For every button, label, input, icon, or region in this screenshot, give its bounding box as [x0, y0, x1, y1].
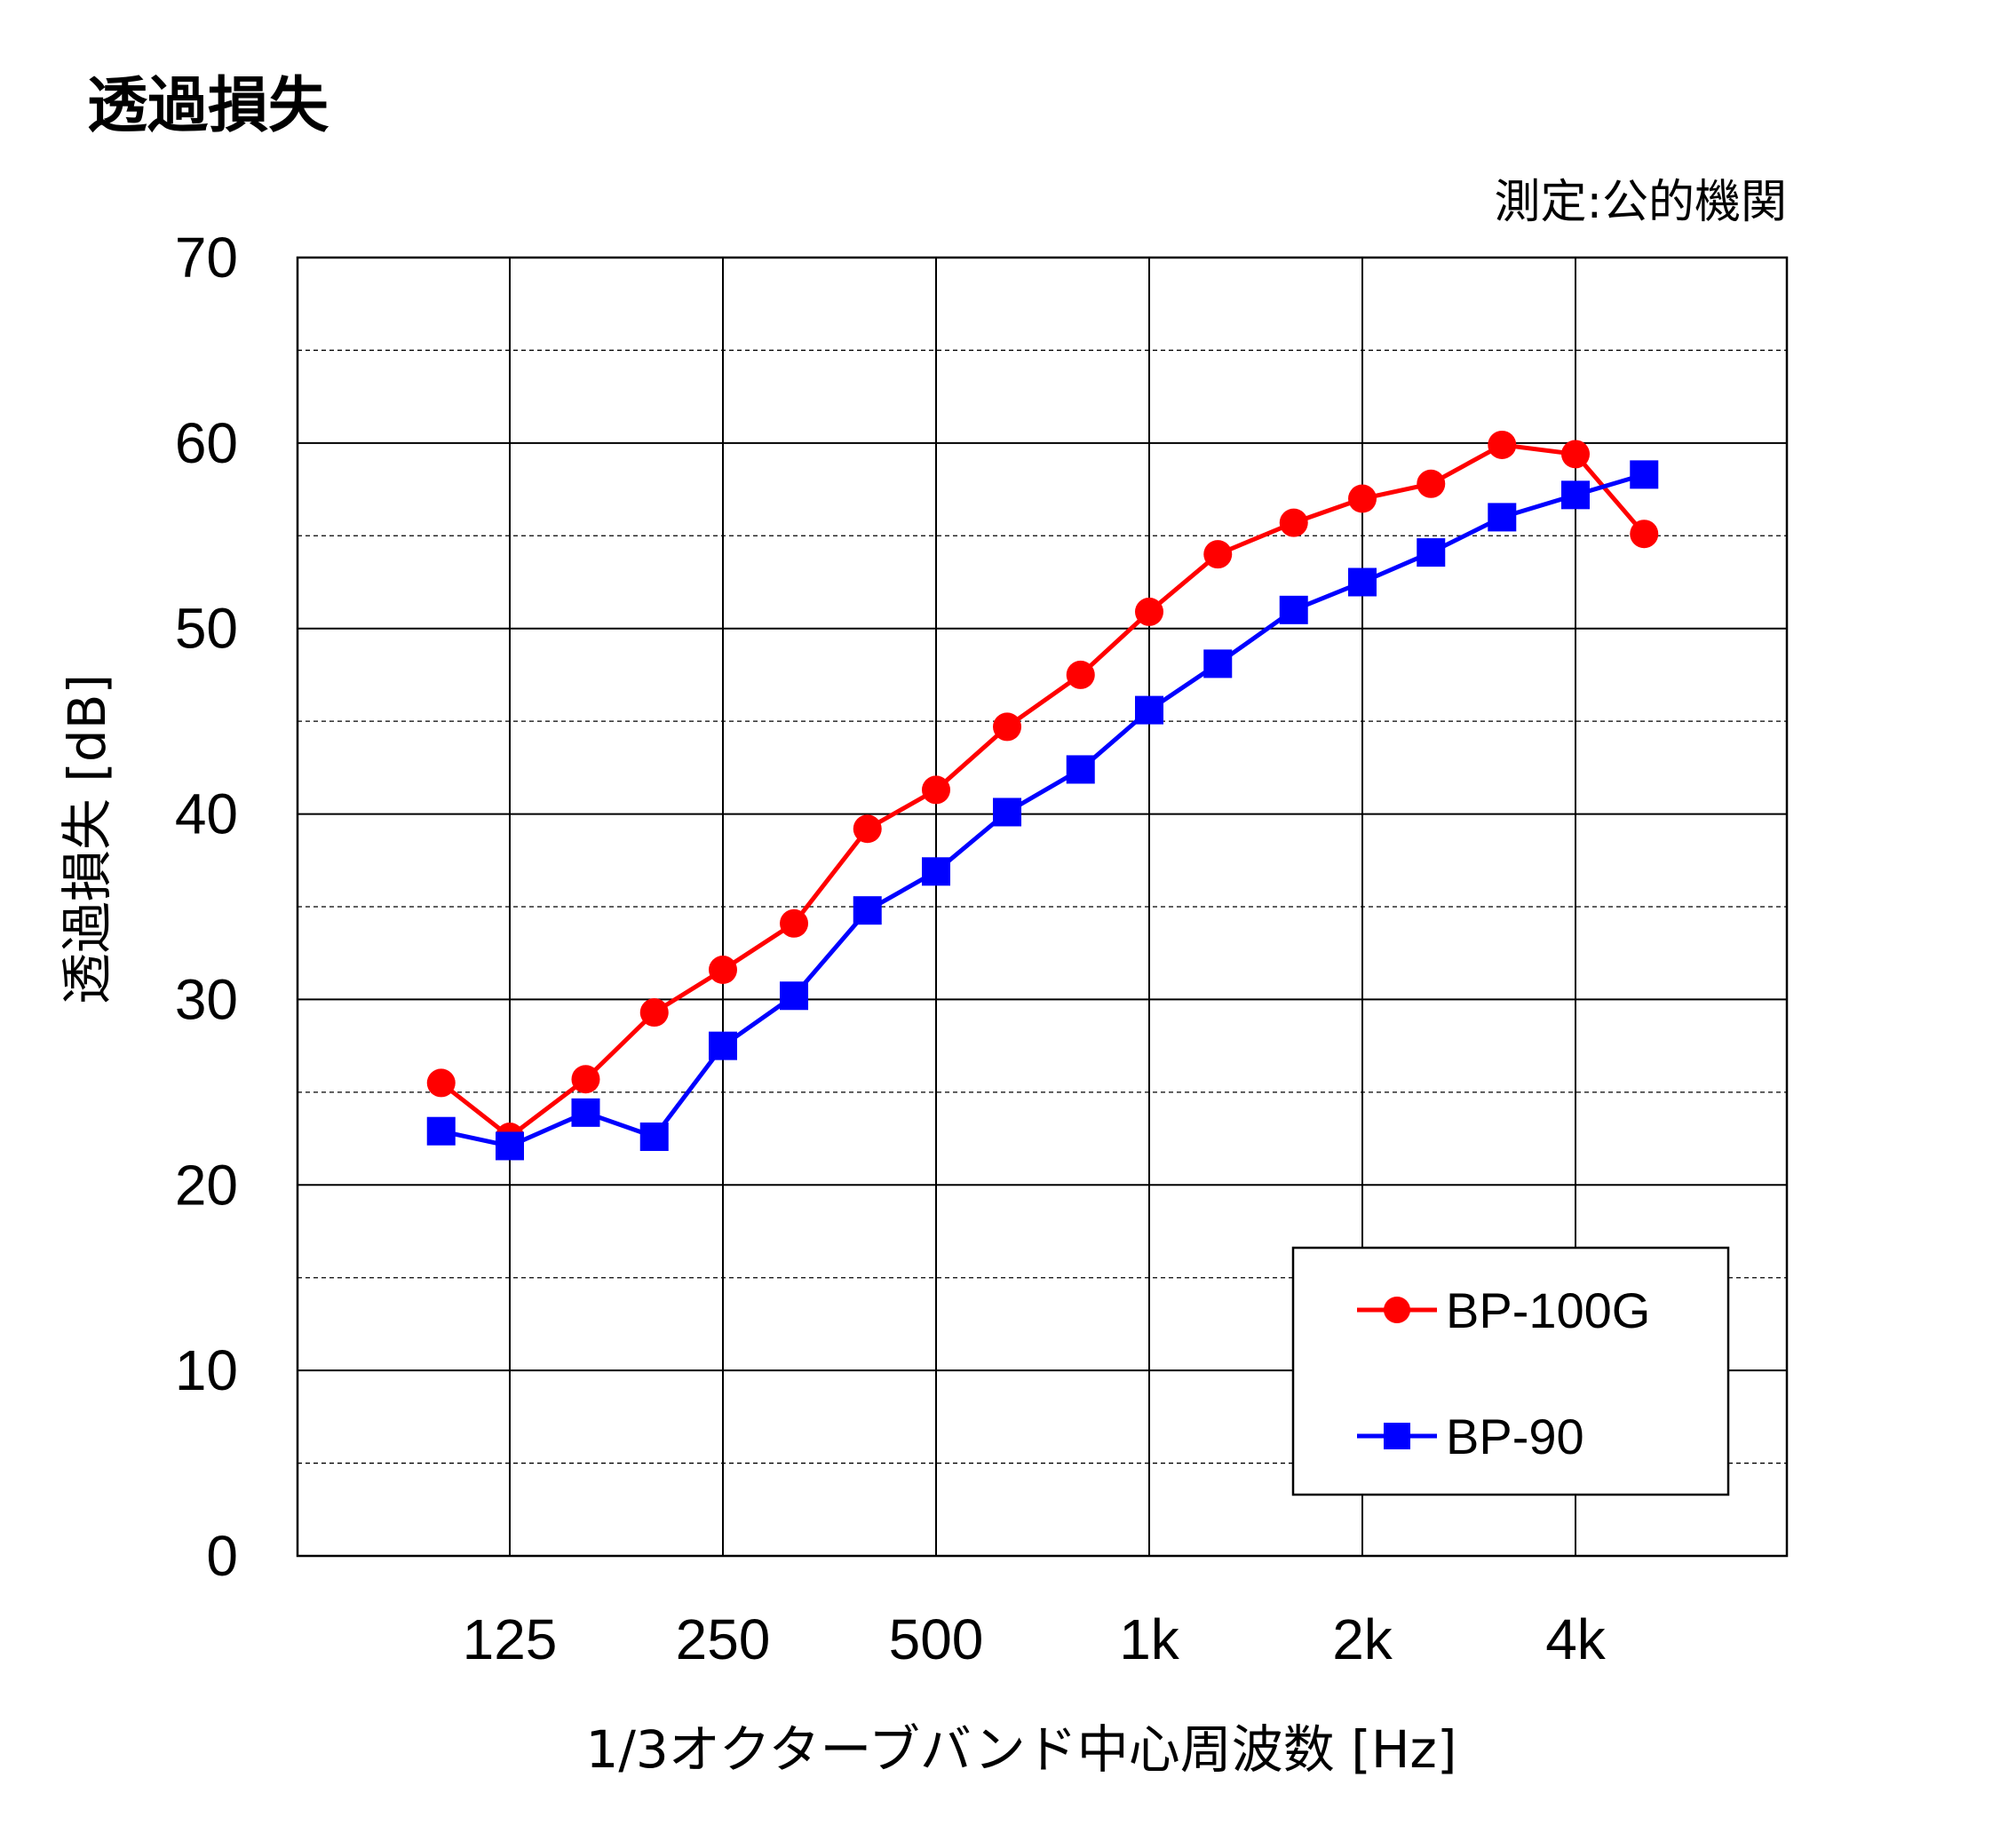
data-point-bp90: [1561, 480, 1590, 509]
data-point-bp90: [993, 797, 1021, 826]
data-point-bp90: [427, 1117, 456, 1146]
data-point-bp100g: [1135, 598, 1163, 626]
data-point-bp100g: [780, 909, 808, 938]
data-point-bp90: [1348, 568, 1377, 597]
chart-title: 透過損失: [87, 71, 329, 141]
x-axis-tick-labels: 125 250 500 1k 2k 4k: [463, 1607, 1607, 1671]
data-point-bp100g: [1280, 509, 1308, 537]
y-axis-label: 透過損失 [dB]: [57, 674, 117, 1004]
y-tick-label: 10: [175, 1338, 238, 1402]
series-layer: [427, 431, 1659, 1160]
data-point-bp100g: [1630, 520, 1658, 548]
data-point-bp100g: [853, 814, 882, 843]
y-tick-label: 40: [175, 782, 238, 846]
data-point-bp90: [1135, 696, 1163, 725]
data-point-bp100g: [427, 1068, 456, 1097]
data-point-bp90: [1417, 538, 1445, 567]
legend-marker-bp100g: [1384, 1297, 1410, 1323]
legend: BP-100G BP-90: [1293, 1248, 1728, 1495]
data-point-bp90: [496, 1131, 524, 1160]
data-point-bp100g: [1348, 485, 1377, 513]
data-point-bp90: [709, 1032, 737, 1060]
legend-marker-bp90: [1384, 1423, 1410, 1449]
data-point-bp90: [1630, 460, 1658, 488]
data-point-bp90: [640, 1123, 669, 1151]
data-point-bp100g: [709, 956, 737, 984]
y-tick-label: 20: [175, 1153, 238, 1217]
x-tick-label: 2k: [1332, 1607, 1393, 1671]
measurement-note: 測定:公的機関: [1494, 176, 1787, 229]
x-tick-label: 4k: [1545, 1607, 1607, 1671]
data-point-bp100g: [640, 998, 669, 1027]
data-point-bp100g: [1203, 540, 1232, 568]
y-tick-label: 50: [175, 597, 238, 661]
data-point-bp90: [571, 1099, 599, 1127]
legend-label-bp90: BP-90: [1446, 1408, 1584, 1464]
y-axis-tick-labels: 0 10 20 30 40 50 60 70: [175, 226, 238, 1588]
data-point-bp90: [1067, 755, 1095, 783]
legend-label-bp100g: BP-100G: [1446, 1282, 1650, 1338]
data-point-bp90: [922, 857, 950, 885]
data-point-bp100g: [1067, 661, 1095, 689]
data-point-bp90: [780, 981, 808, 1010]
x-tick-label: 250: [676, 1607, 771, 1671]
data-point-bp100g: [922, 775, 950, 804]
x-tick-label: 1k: [1119, 1607, 1180, 1671]
y-tick-label: 60: [175, 411, 238, 475]
data-point-bp90: [1280, 596, 1308, 624]
data-point-bp90: [1203, 649, 1232, 678]
data-point-bp100g: [993, 712, 1021, 741]
y-tick-label: 0: [206, 1524, 238, 1588]
x-tick-label: 500: [889, 1607, 984, 1671]
x-axis-label: 1/3オクターブバンド中心周波数 [Hz]: [585, 1719, 1456, 1780]
data-point-bp90: [1488, 503, 1516, 531]
data-point-bp100g: [1488, 431, 1516, 459]
y-tick-label: 70: [175, 226, 238, 290]
data-point-bp100g: [1561, 440, 1590, 468]
x-tick-label: 125: [463, 1607, 558, 1671]
data-point-bp90: [853, 896, 882, 924]
y-tick-label: 30: [175, 967, 238, 1031]
data-point-bp100g: [571, 1065, 599, 1093]
data-point-bp100g: [1417, 470, 1445, 498]
